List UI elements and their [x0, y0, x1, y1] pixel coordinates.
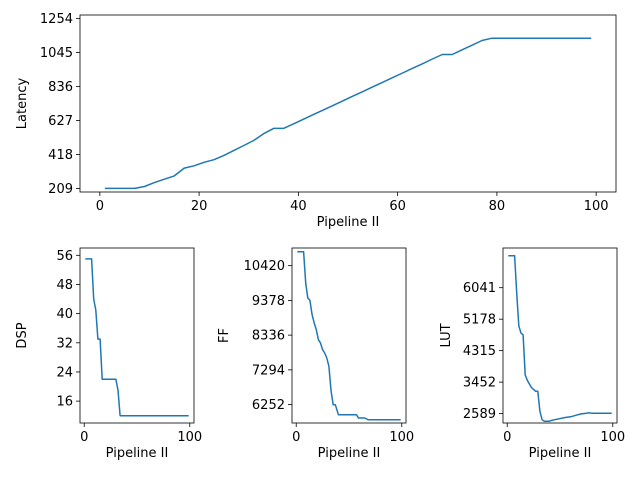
ff-y-tick-label: 10420	[244, 259, 285, 274]
latency-x-tick-label: 0	[96, 199, 104, 214]
latency-y-tick-label: 836	[48, 80, 73, 95]
ff-y-tick-label: 7294	[252, 363, 285, 378]
lut-x-tick-label: 100	[600, 430, 625, 445]
lut-axes-frame	[502, 247, 618, 424]
latency-panel: 0 20 40 60 80 100 209 418 627 836 1045 1254 Pipeline…	[15, 12, 617, 230]
dsp-y-tick-label: 24	[56, 365, 73, 380]
lut-y-tick-label: 4315	[463, 344, 496, 359]
dsp-y-tick-label: 56	[56, 249, 73, 264]
latency-x-tick-label: 100	[584, 199, 609, 214]
dsp-y-tick-label: 40	[56, 307, 73, 322]
latency-y-tick-label: 418	[48, 148, 73, 163]
ff-y-tick-label: 6252	[252, 398, 285, 413]
latency-y-tick-label: 209	[48, 182, 73, 197]
latency-x-tick-label: 80	[489, 199, 506, 214]
ff-y-tick-label: 8336	[252, 329, 285, 344]
latency-x-tick-label: 40	[290, 199, 307, 214]
dsp-series-line	[85, 258, 189, 417]
ff-x-axis-label: Pipeline II	[318, 446, 381, 461]
lut-series-line	[508, 254, 612, 422]
latency-y-tick-label: 1254	[40, 12, 73, 27]
ff-y-tick-label: 9378	[252, 294, 285, 309]
dsp-x-tick-label: 0	[80, 430, 88, 445]
latency-series-line	[104, 37, 592, 190]
lut-y-tick-label: 6041	[463, 281, 496, 296]
lut-x-tick-label: 0	[503, 430, 511, 445]
latency-y-tick-label: 1045	[40, 46, 73, 61]
latency-axes-frame	[79, 14, 617, 193]
lut-y-tick-label: 3452	[463, 376, 496, 391]
lut-y-tick-label: 2589	[463, 407, 496, 422]
latency-y-axis-label: Latency	[15, 78, 30, 130]
ff-x-tick-label: 100	[389, 430, 414, 445]
ff-x-tick-label: 0	[292, 430, 300, 445]
lut-y-tick-label: 5178	[463, 313, 496, 328]
ff-y-axis-label: FF	[217, 328, 232, 343]
dsp-x-axis-label: Pipeline II	[106, 446, 169, 461]
dsp-y-axis-label: DSP	[15, 322, 30, 348]
latency-x-tick-label: 60	[389, 199, 406, 214]
ff-panel: 0 100 6252 7294 8336 9378 10420 Pipeline II FF	[217, 247, 414, 461]
dsp-axes-frame	[79, 247, 195, 424]
latency-y-tick-label: 627	[48, 114, 73, 129]
dsp-y-tick-label: 48	[56, 278, 73, 293]
ff-series-line	[297, 250, 401, 421]
dsp-x-tick-label: 100	[177, 430, 202, 445]
dsp-panel: 0 100 16 24 32 40 48 56 Pipeline II DSP	[15, 247, 202, 461]
dsp-y-tick-label: 16	[56, 395, 73, 410]
lut-x-axis-label: Pipeline II	[529, 446, 592, 461]
dsp-y-tick-label: 32	[56, 336, 73, 351]
lut-panel: 0 100 2589 3452 4315 5178 6041 Pipeline II LUT	[439, 247, 625, 461]
lut-y-axis-label: LUT	[439, 323, 454, 347]
latency-x-axis-label: Pipeline II	[317, 215, 380, 230]
latency-x-tick-label: 20	[191, 199, 208, 214]
